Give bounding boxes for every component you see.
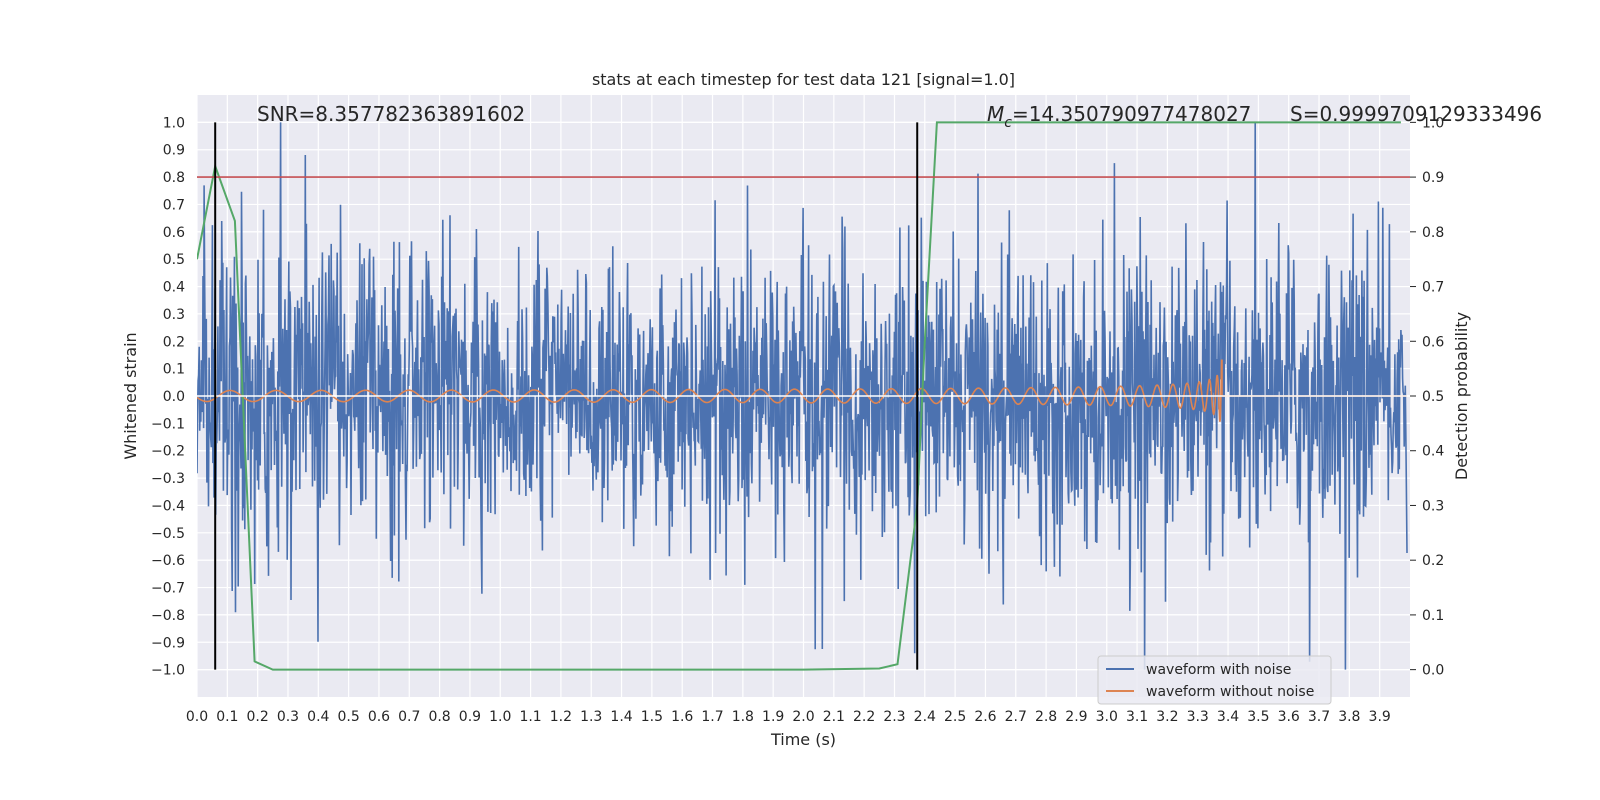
y-tick-label: −0.1 <box>151 416 185 432</box>
x-tick-label: 2.7 <box>1005 709 1027 725</box>
x-tick-label: 0.6 <box>368 709 390 725</box>
x-tick-label: 1.2 <box>550 709 572 725</box>
series-waveform-without-noise <box>197 359 1407 422</box>
chart-title: stats at each timestep for test data 121… <box>592 70 1015 89</box>
x-tick-label: 2.6 <box>974 709 996 725</box>
y2-tick-label: 0.3 <box>1422 498 1444 514</box>
horizontal-lines <box>197 176 1410 397</box>
x-tick-label: 1.7 <box>701 709 723 725</box>
y2-tick-label: 0.6 <box>1422 334 1444 350</box>
x-tick-label: 0.5 <box>337 709 359 725</box>
y-tick-label: −0.8 <box>151 608 185 624</box>
x-tick-label: 0.2 <box>247 709 269 725</box>
y-tick-label: −1.0 <box>151 663 185 679</box>
x-tick-label: 2.2 <box>853 709 875 725</box>
x-tick-label: 2.8 <box>1035 709 1057 725</box>
x-tick-label: 0.4 <box>307 709 329 725</box>
x-tick-label: 1.9 <box>762 709 784 725</box>
y-tick-label: −0.4 <box>151 498 185 514</box>
x-tick-label: 0.1 <box>216 709 238 725</box>
y-tick-label: 0.4 <box>163 280 185 296</box>
x-tick-label: 0.0 <box>186 709 208 725</box>
y-tick-label: 0.6 <box>163 225 185 241</box>
x-tick-label: 3.8 <box>1338 709 1360 725</box>
y2-tick-label: 0.1 <box>1422 608 1444 624</box>
legend-box <box>1097 655 1332 705</box>
x-tick-label: 2.5 <box>944 709 966 725</box>
y2-tick-label: 0.2 <box>1422 553 1444 569</box>
x-tick-label: 0.7 <box>398 709 420 725</box>
legend-label-clean: waveform without noise <box>1146 684 1314 700</box>
y-tick-label: 1.0 <box>163 115 185 131</box>
series-waveform-with-noise <box>197 122 1408 670</box>
x-tick-label: 2.0 <box>792 709 814 725</box>
y-tick-label: −0.3 <box>151 471 185 487</box>
series-detection-probability <box>197 121 1401 671</box>
x-tick-label: 2.1 <box>823 709 845 725</box>
legend-label-noise: waveform with noise <box>1146 662 1291 678</box>
x-tick-label: 3.9 <box>1369 709 1391 725</box>
x-tick-label: 0.9 <box>459 709 481 725</box>
y2-axis-label: Detection probability <box>1452 312 1471 480</box>
y-axis-label: Whitened strain <box>121 332 140 459</box>
y-tick-label: −0.9 <box>151 635 185 651</box>
x-tick-label: 0.3 <box>277 709 299 725</box>
y-tick-label: 0.0 <box>163 389 185 405</box>
y2-tick-label: 0.7 <box>1422 280 1444 296</box>
y-tick-labels: 1.0 0.9 0.8 0.7 0.6 0.5 0.4 0.3 0.2 0.1 0.0 −0.1 −0.… <box>151 115 185 678</box>
y-tick-label: 0.2 <box>163 334 185 350</box>
y-tick-label: 0.3 <box>163 307 185 323</box>
x-tick-label: 1.8 <box>732 709 754 725</box>
y-tick-label: 0.8 <box>163 170 185 186</box>
x-tick-label: 3.6 <box>1278 709 1300 725</box>
x-tick-label: 3.2 <box>1156 709 1178 725</box>
y-tick-label: −0.5 <box>151 526 185 542</box>
y2-tick-label: 0.5 <box>1422 389 1444 405</box>
x-tick-label: 0.8 <box>428 709 450 725</box>
x-tick-label: 1.1 <box>519 709 541 725</box>
x-tick-label: 1.5 <box>641 709 663 725</box>
detection-score-annotation: S=0.9999709129333496 <box>1290 102 1542 126</box>
y-tick-label: 0.1 <box>163 362 185 378</box>
y-tick-label: −0.2 <box>151 444 185 460</box>
legend: waveform with noise waveform without noi… <box>1097 655 1332 705</box>
y2-tick-label: 0.4 <box>1422 444 1444 460</box>
x-axis-label: Time (s) <box>770 730 836 749</box>
y2-tick-label: 0.9 <box>1422 170 1444 186</box>
x-tick-label: 3.7 <box>1308 709 1330 725</box>
x-tick-label: 2.4 <box>914 709 936 725</box>
y2-tick-label: 0.0 <box>1422 663 1444 679</box>
x-tick-label: 1.4 <box>610 709 632 725</box>
y2-tick-labels: 1.0 0.9 0.8 0.7 0.6 0.5 0.4 0.3 0.2 0.1 0.0 <box>1410 115 1444 679</box>
x-tick-label: 1.6 <box>671 709 693 725</box>
x-tick-label: 3.5 <box>1247 709 1269 725</box>
x-tick-label: 3.3 <box>1187 709 1209 725</box>
x-tick-labels: 0.0 0.1 0.2 0.3 0.4 0.5 0.6 0.7 0.8 0.9 1.0 1.1 1.2 1… <box>186 709 1391 725</box>
x-tick-label: 3.0 <box>1096 709 1118 725</box>
x-tick-label: 2.9 <box>1065 709 1087 725</box>
y2-tick-label: 1.0 <box>1422 115 1444 131</box>
chirp-mass-annotation: Mc=14.350790977478027 <box>987 102 1251 131</box>
y-tick-label: 0.7 <box>163 197 185 213</box>
x-tick-label: 3.4 <box>1217 709 1239 725</box>
y-tick-label: −0.7 <box>151 581 185 597</box>
x-tick-label: 1.3 <box>580 709 602 725</box>
y-tick-label: −0.6 <box>151 553 185 569</box>
snr-annotation: SNR=8.357782363891602 <box>257 102 525 126</box>
y-tick-label: 0.9 <box>163 143 185 159</box>
x-tick-label: 3.1 <box>1126 709 1148 725</box>
vertical-lines <box>214 122 919 670</box>
series-layer <box>197 121 1408 671</box>
y-tick-label: 0.5 <box>163 252 185 268</box>
x-tick-label: 1.0 <box>489 709 511 725</box>
y2-tick-label: 0.8 <box>1422 225 1444 241</box>
x-tick-label: 2.3 <box>883 709 905 725</box>
